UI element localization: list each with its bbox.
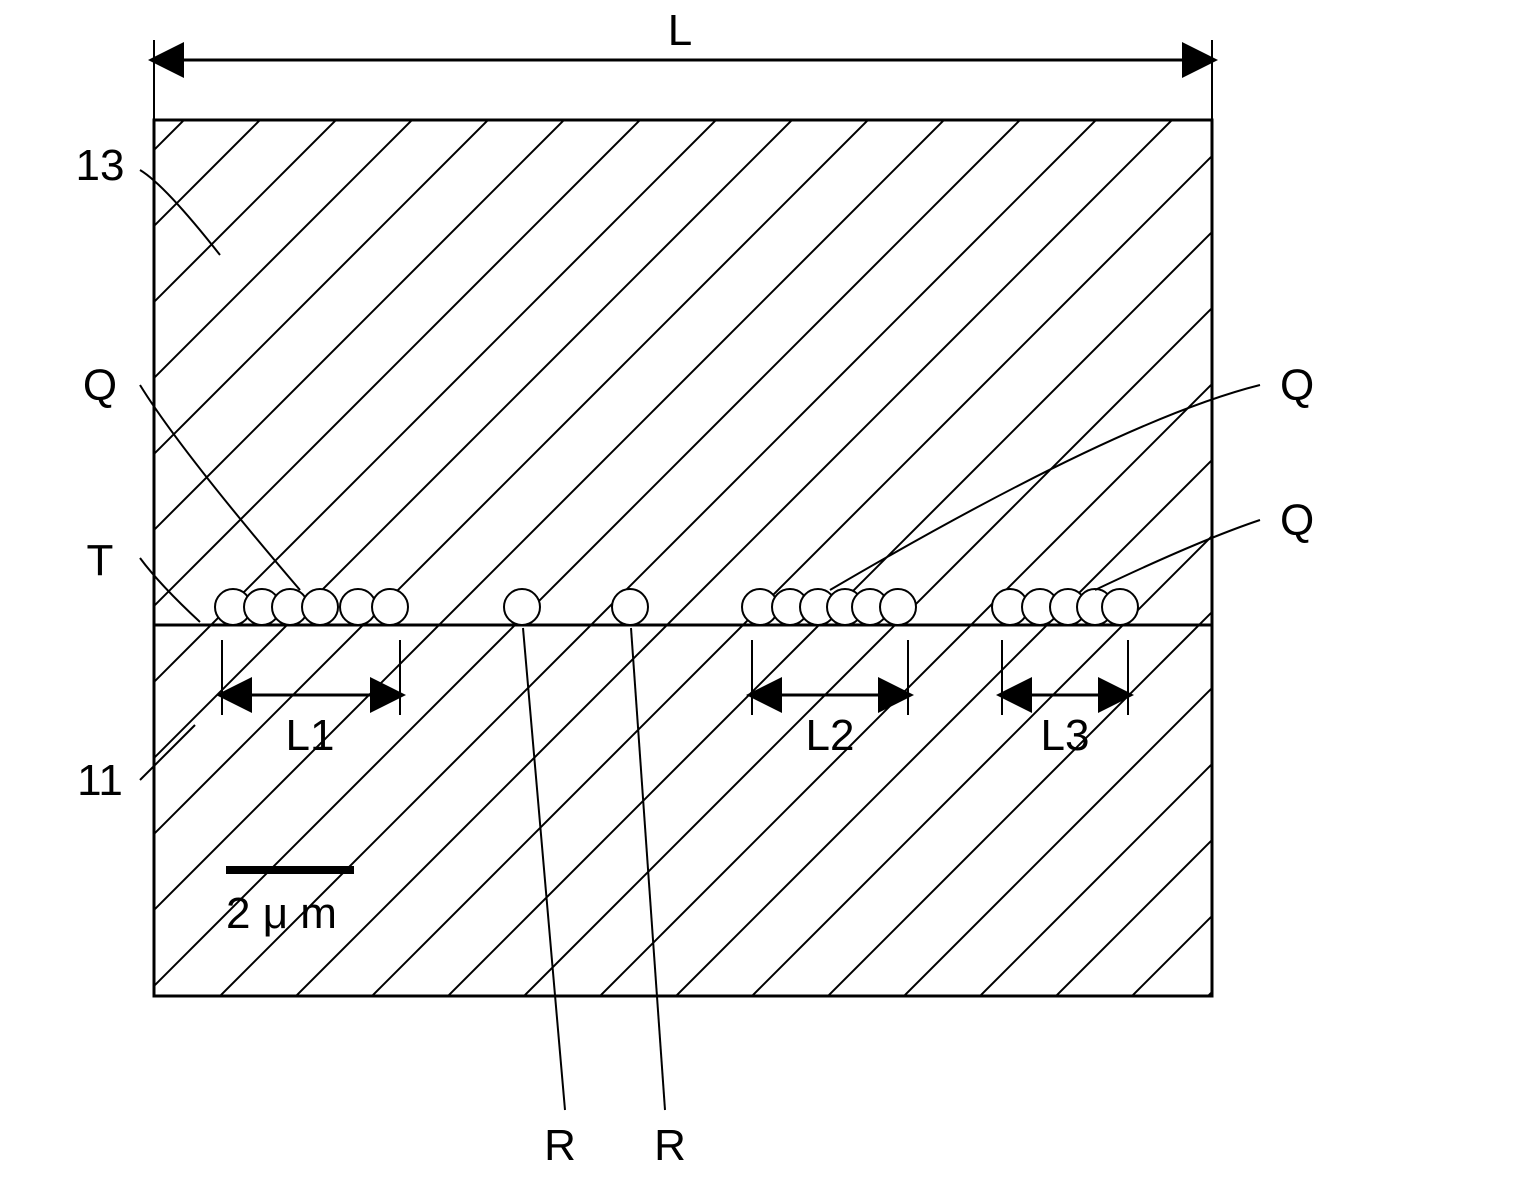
particle-Q1	[372, 589, 408, 625]
label-R-left: R	[544, 1121, 576, 1170]
particle-R1	[504, 589, 540, 625]
main-outline	[154, 120, 1212, 996]
label-R-right: R	[654, 1121, 686, 1170]
leader-Q-right-upper	[830, 385, 1260, 590]
label-13: 13	[76, 141, 125, 190]
particle-Q2	[880, 589, 916, 625]
label-L: L	[668, 6, 692, 55]
technical-diagram: L L1 L2 L3	[0, 0, 1520, 1192]
label-Q-right-lower: Q	[1280, 496, 1314, 545]
label-Q-left: Q	[83, 361, 117, 410]
hatch-pattern	[0, 0, 1412, 1192]
leader-R-left	[523, 628, 565, 1110]
particle-R2	[612, 589, 648, 625]
leader-Q-right-lower	[1095, 520, 1260, 590]
particle-Q1	[340, 589, 376, 625]
label-Q-right-upper: Q	[1280, 361, 1314, 410]
dimension-L1: L1	[222, 640, 400, 760]
leader-13	[140, 170, 220, 255]
dimension-L: L	[154, 6, 1212, 120]
label-11: 11	[77, 756, 123, 805]
particle-Q3	[1102, 589, 1138, 625]
particles	[215, 589, 1138, 625]
label-T: T	[87, 536, 114, 585]
label-L1: L1	[286, 711, 335, 760]
particle-Q1	[302, 589, 338, 625]
leader-lines	[140, 170, 1260, 1110]
diagram-svg: L L1 L2 L3	[0, 0, 1520, 1192]
dimension-L2: L2	[752, 640, 908, 760]
leader-R-right	[631, 628, 665, 1110]
dimension-L3: L3	[1002, 640, 1128, 760]
scale-text: 2 μ m	[226, 889, 337, 938]
leader-11	[140, 725, 195, 780]
label-L2: L2	[806, 711, 855, 760]
label-L3: L3	[1041, 711, 1090, 760]
